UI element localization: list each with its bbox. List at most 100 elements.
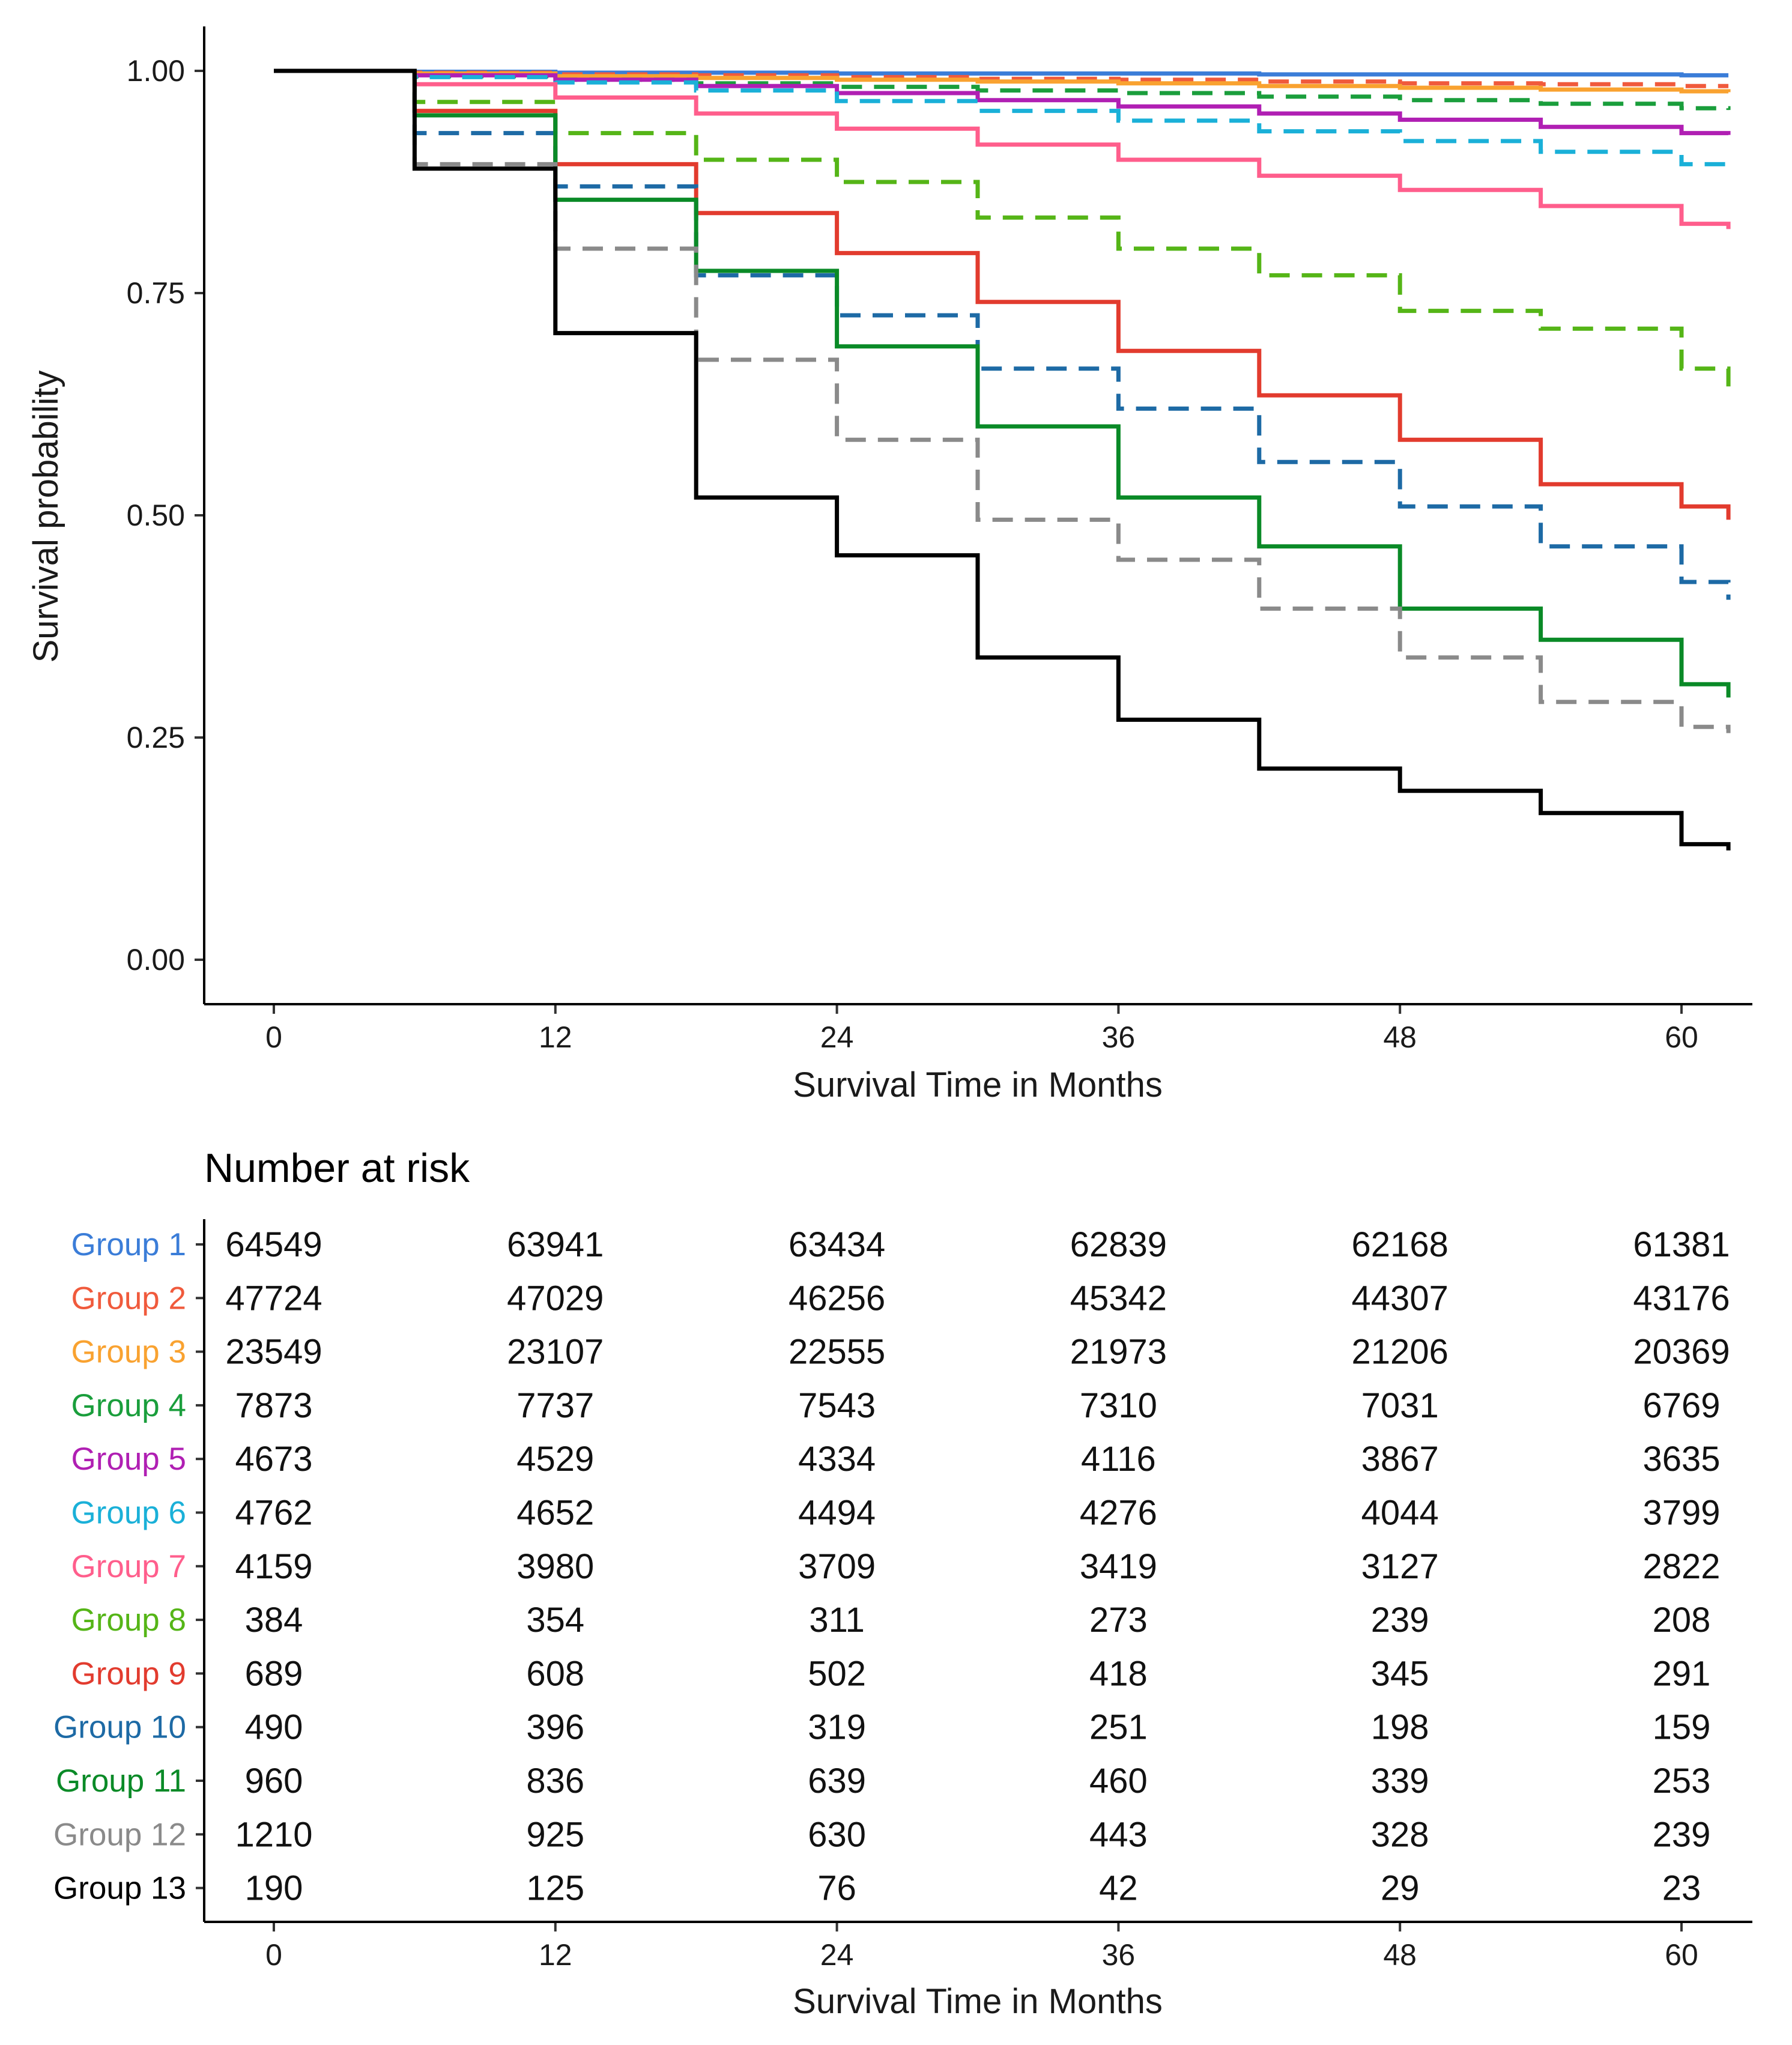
risk-cell: 46256 bbox=[789, 1279, 885, 1318]
risk-row-label-group-12: Group 12 bbox=[53, 1817, 186, 1852]
curve-group-7 bbox=[274, 68, 1731, 229]
risk-cell: 328 bbox=[1371, 1815, 1429, 1854]
risk-cell: 47029 bbox=[507, 1279, 604, 1318]
risk-cell: 960 bbox=[245, 1762, 303, 1801]
curve-group-6 bbox=[274, 68, 1731, 169]
risk-table-x-ticks: 0 12 24 36 48 60 bbox=[265, 1922, 1698, 1972]
risk-x-tick-label: 12 bbox=[539, 1938, 572, 1972]
risk-cell: 4762 bbox=[235, 1494, 312, 1533]
x-tick-label: 60 bbox=[1665, 1020, 1698, 1054]
risk-cell: 836 bbox=[526, 1762, 584, 1801]
x-axis-title: Survival Time in Months bbox=[793, 1065, 1163, 1104]
risk-cell: 311 bbox=[809, 1601, 864, 1640]
y-tick-label: 0.75 bbox=[127, 276, 185, 310]
risk-cell: 608 bbox=[526, 1654, 584, 1693]
risk-cell: 44307 bbox=[1352, 1279, 1448, 1318]
risk-cell: 2822 bbox=[1642, 1547, 1720, 1586]
risk-cell: 3127 bbox=[1361, 1547, 1439, 1586]
risk-cell: 62839 bbox=[1070, 1225, 1167, 1264]
risk-cell: 7737 bbox=[516, 1386, 594, 1425]
risk-cell: 23107 bbox=[507, 1333, 604, 1372]
curve-group-4 bbox=[274, 68, 1731, 111]
risk-cell: 639 bbox=[808, 1762, 866, 1801]
risk-cell: 4673 bbox=[235, 1440, 312, 1479]
risk-cell: 273 bbox=[1089, 1601, 1148, 1640]
risk-cell: 291 bbox=[1653, 1654, 1711, 1693]
risk-cell: 253 bbox=[1653, 1762, 1711, 1801]
risk-cell: 63434 bbox=[789, 1225, 885, 1264]
risk-row-label-group-9: Group 9 bbox=[71, 1656, 186, 1691]
risk-cell: 125 bbox=[526, 1869, 584, 1908]
y-tick-label: 0.50 bbox=[127, 498, 185, 532]
risk-cell: 630 bbox=[808, 1815, 866, 1854]
risk-cell: 7031 bbox=[1361, 1386, 1439, 1425]
risk-cell: 23549 bbox=[225, 1333, 322, 1372]
risk-table-rows: Group 1 64549 63941 63434 62839 62168 61381 Gro… bbox=[53, 1225, 1730, 1908]
risk-cell: 3980 bbox=[516, 1547, 594, 1586]
risk-cell: 460 bbox=[1089, 1762, 1148, 1801]
x-tick-label: 12 bbox=[539, 1020, 572, 1054]
risk-cell: 354 bbox=[526, 1601, 584, 1640]
risk-cell: 4529 bbox=[516, 1440, 594, 1479]
risk-cell: 925 bbox=[526, 1815, 584, 1854]
risk-cell: 345 bbox=[1371, 1654, 1429, 1693]
risk-cell: 384 bbox=[245, 1601, 303, 1640]
risk-cell: 64549 bbox=[225, 1225, 322, 1264]
risk-cell: 7873 bbox=[235, 1386, 312, 1425]
risk-cell: 4334 bbox=[798, 1440, 876, 1479]
curve-group-2 bbox=[274, 68, 1729, 88]
risk-cell: 22555 bbox=[789, 1333, 885, 1372]
risk-row-label-group-4: Group 4 bbox=[71, 1388, 186, 1423]
risk-row-label-group-8: Group 8 bbox=[71, 1602, 186, 1638]
risk-cell: 159 bbox=[1653, 1708, 1711, 1747]
risk-cell: 23 bbox=[1662, 1869, 1701, 1908]
risk-cell: 689 bbox=[245, 1654, 303, 1693]
risk-row-label-group-3: Group 3 bbox=[71, 1335, 186, 1370]
risk-cell: 1210 bbox=[235, 1815, 312, 1854]
risk-cell: 3635 bbox=[1642, 1440, 1720, 1479]
risk-cell: 7543 bbox=[798, 1386, 876, 1425]
risk-cell: 490 bbox=[245, 1708, 303, 1747]
risk-cell: 61381 bbox=[1633, 1225, 1730, 1264]
risk-cell: 208 bbox=[1653, 1601, 1711, 1640]
risk-cell: 4494 bbox=[798, 1494, 876, 1533]
risk-table-title: Number at risk bbox=[204, 1145, 470, 1191]
risk-cell: 502 bbox=[808, 1654, 866, 1693]
risk-cell: 62168 bbox=[1352, 1225, 1448, 1264]
risk-x-tick-label: 36 bbox=[1102, 1938, 1136, 1972]
risk-cell: 7310 bbox=[1080, 1386, 1157, 1425]
risk-cell: 3867 bbox=[1361, 1440, 1439, 1479]
risk-x-tick-label: 0 bbox=[265, 1938, 282, 1972]
risk-x-tick-label: 24 bbox=[820, 1938, 854, 1972]
risk-cell: 45342 bbox=[1070, 1279, 1167, 1318]
risk-cell: 190 bbox=[245, 1869, 303, 1908]
risk-cell: 4159 bbox=[235, 1547, 312, 1586]
risk-cell: 198 bbox=[1371, 1708, 1429, 1747]
risk-row-label-group-1: Group 1 bbox=[71, 1227, 186, 1262]
risk-x-tick-label: 48 bbox=[1383, 1938, 1417, 1972]
survival-plot-panel: 0.00 0.25 0.50 0.75 1.00 0 12 24 36 48 60 Surviva… bbox=[26, 26, 1752, 1104]
risk-cell: 29 bbox=[1381, 1869, 1420, 1908]
x-tick-label: 0 bbox=[265, 1020, 282, 1054]
risk-table-panel: Number at risk Group 1 64549 63941 63434 628… bbox=[53, 1145, 1752, 2021]
risk-cell: 4652 bbox=[516, 1494, 594, 1533]
risk-cell: 20369 bbox=[1633, 1333, 1730, 1372]
risk-cell: 76 bbox=[817, 1869, 856, 1908]
y-tick-label: 0.25 bbox=[127, 721, 185, 754]
risk-cell: 3709 bbox=[798, 1547, 876, 1586]
y-axis-ticks: 0.00 0.25 0.50 0.75 1.00 bbox=[127, 54, 204, 977]
curve-group-10 bbox=[274, 68, 1731, 600]
risk-cell: 4116 bbox=[1081, 1440, 1156, 1479]
risk-cell: 47724 bbox=[225, 1279, 322, 1318]
y-axis-title: Survival probability bbox=[26, 371, 65, 663]
risk-cell: 21973 bbox=[1070, 1333, 1167, 1372]
risk-cell: 43176 bbox=[1633, 1279, 1730, 1318]
risk-row-label-group-10: Group 10 bbox=[53, 1710, 186, 1745]
risk-cell: 418 bbox=[1089, 1654, 1148, 1693]
risk-row-label-group-5: Group 5 bbox=[71, 1441, 186, 1477]
risk-cell: 6769 bbox=[1642, 1386, 1720, 1425]
risk-row-label-group-7: Group 7 bbox=[71, 1549, 186, 1584]
risk-cell: 239 bbox=[1371, 1601, 1429, 1640]
curve-group-5 bbox=[274, 68, 1731, 136]
